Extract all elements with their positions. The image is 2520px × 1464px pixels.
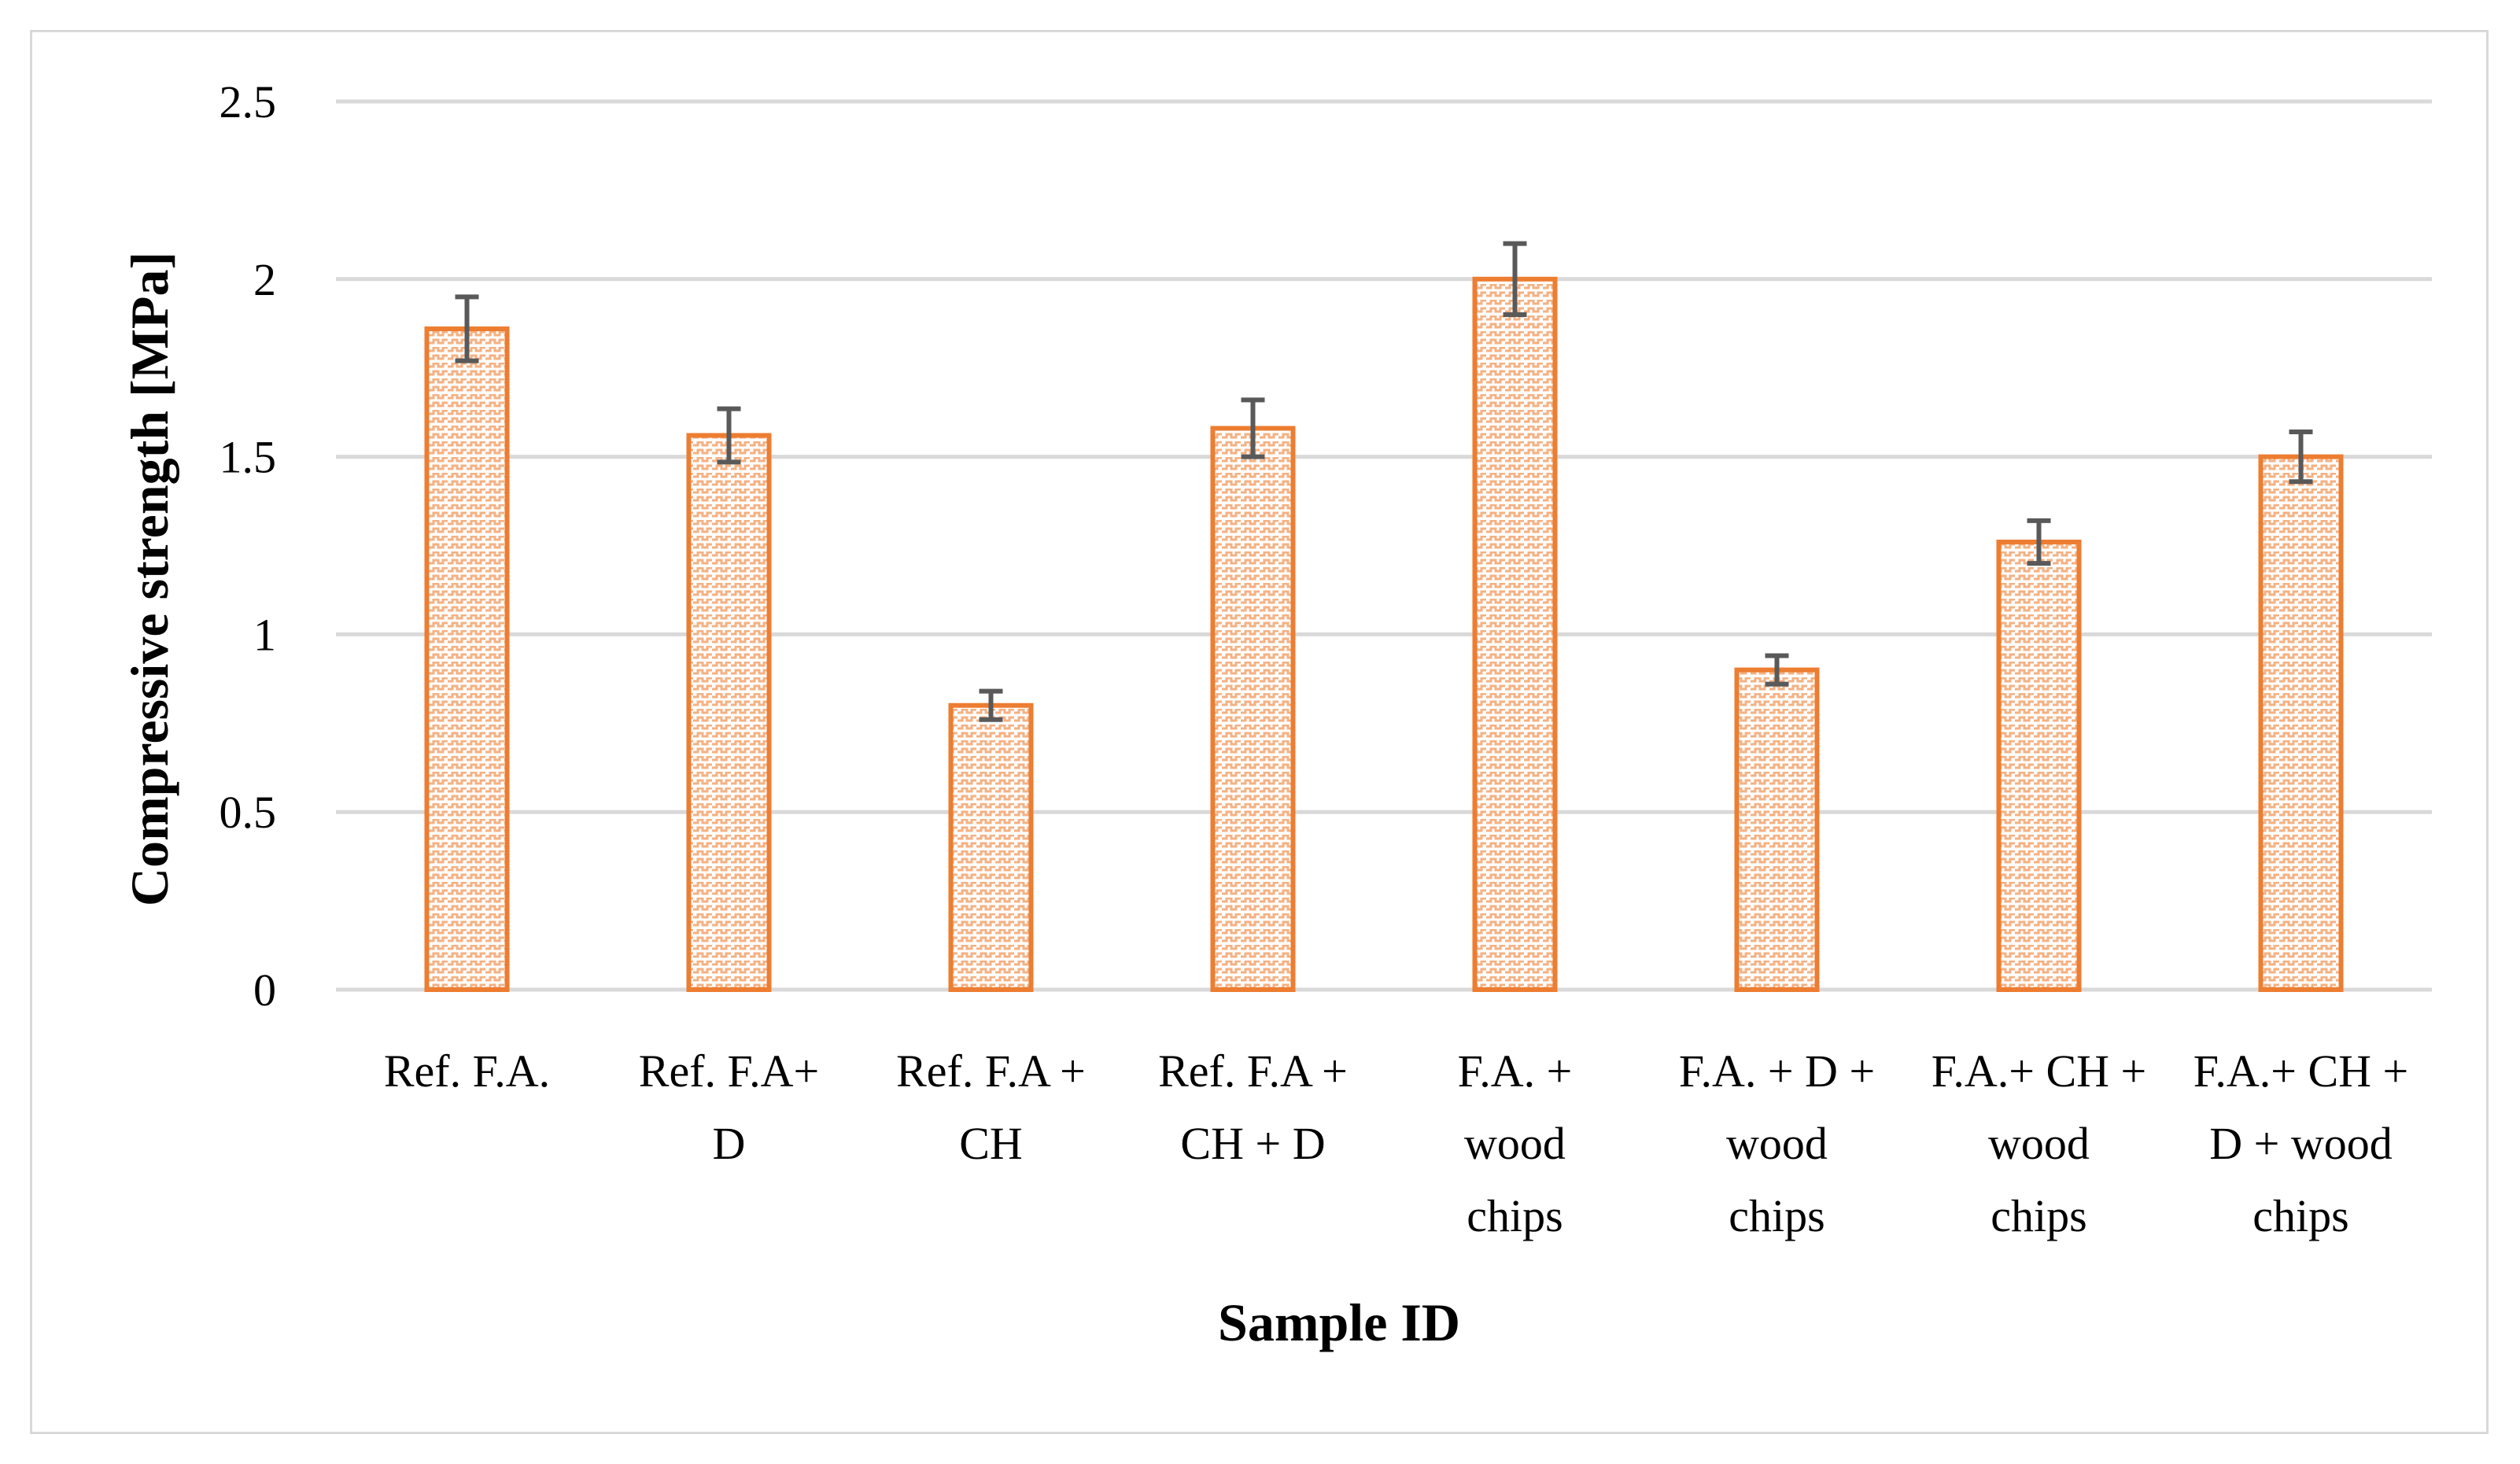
bars xyxy=(424,276,2344,992)
error-bar xyxy=(979,688,1003,722)
bar xyxy=(686,433,772,992)
x-category-label: Ref. F.A+ xyxy=(639,1045,819,1097)
x-category-label: CH xyxy=(959,1118,1023,1169)
x-category-label: CH + D xyxy=(1180,1118,1325,1169)
x-category-label: Ref. F.A. xyxy=(384,1045,550,1097)
error-bar xyxy=(1241,397,1265,459)
x-category-label: F.A. + D + xyxy=(1679,1045,1875,1097)
y-tick-label: 0.5 xyxy=(220,787,277,838)
y-tick-label: 1 xyxy=(253,609,276,660)
y-tick-label: 0 xyxy=(253,964,276,1016)
x-category-label: wood xyxy=(1726,1118,1828,1169)
error-bars xyxy=(455,241,2313,722)
error-bar xyxy=(2027,518,2051,566)
error-bar xyxy=(2289,429,2313,485)
x-category-label: chips xyxy=(1729,1190,1825,1241)
error-bar xyxy=(1765,653,1789,687)
x-category-label: Ref. F.A + xyxy=(1158,1045,1348,1097)
error-bar xyxy=(1503,241,1527,317)
x-axis-title: Sample ID xyxy=(1218,1293,1460,1352)
bar xyxy=(424,326,510,992)
bar xyxy=(1996,539,2082,992)
y-tick-label: 1.5 xyxy=(220,432,277,483)
x-category-label: F.A. + xyxy=(1458,1045,1573,1097)
x-category-label: F.A.+ CH + xyxy=(2193,1045,2409,1097)
bar xyxy=(1734,667,1820,992)
x-category-label: wood xyxy=(1464,1118,1566,1169)
bar xyxy=(2258,454,2344,992)
x-category-label: wood xyxy=(1988,1118,2090,1169)
chart-frame: 0 0.5 1 1.5 2 2.5 Ref. F.A. Ref. F.A+ D Ref. F.A… xyxy=(30,30,2489,1434)
y-tick-label: 2.5 xyxy=(220,76,277,127)
y-axis-ticks: 0 0.5 1 1.5 2 2.5 xyxy=(220,76,277,1016)
bar xyxy=(1210,426,1296,992)
x-category-label: chips xyxy=(2253,1190,2348,1241)
x-category-label: D xyxy=(713,1118,746,1169)
x-category-label: chips xyxy=(1991,1190,2086,1241)
x-category-label: D + wood xyxy=(2209,1118,2392,1169)
x-category-label: Ref. F.A + xyxy=(896,1045,1086,1097)
x-axis-category-labels: Ref. F.A. Ref. F.A+ D Ref. F.A + CH Ref. F.A … xyxy=(384,1045,2408,1241)
y-tick-label: 2 xyxy=(253,254,276,305)
y-axis-title: Compressive strength [MPa] xyxy=(120,252,179,906)
x-category-label: chips xyxy=(1467,1190,1563,1241)
gridlines xyxy=(336,99,2432,992)
bar xyxy=(1472,276,1558,992)
error-bar xyxy=(717,406,741,465)
error-bar xyxy=(455,294,479,363)
bar xyxy=(948,702,1034,992)
x-category-label: F.A.+ CH + xyxy=(1932,1045,2147,1097)
